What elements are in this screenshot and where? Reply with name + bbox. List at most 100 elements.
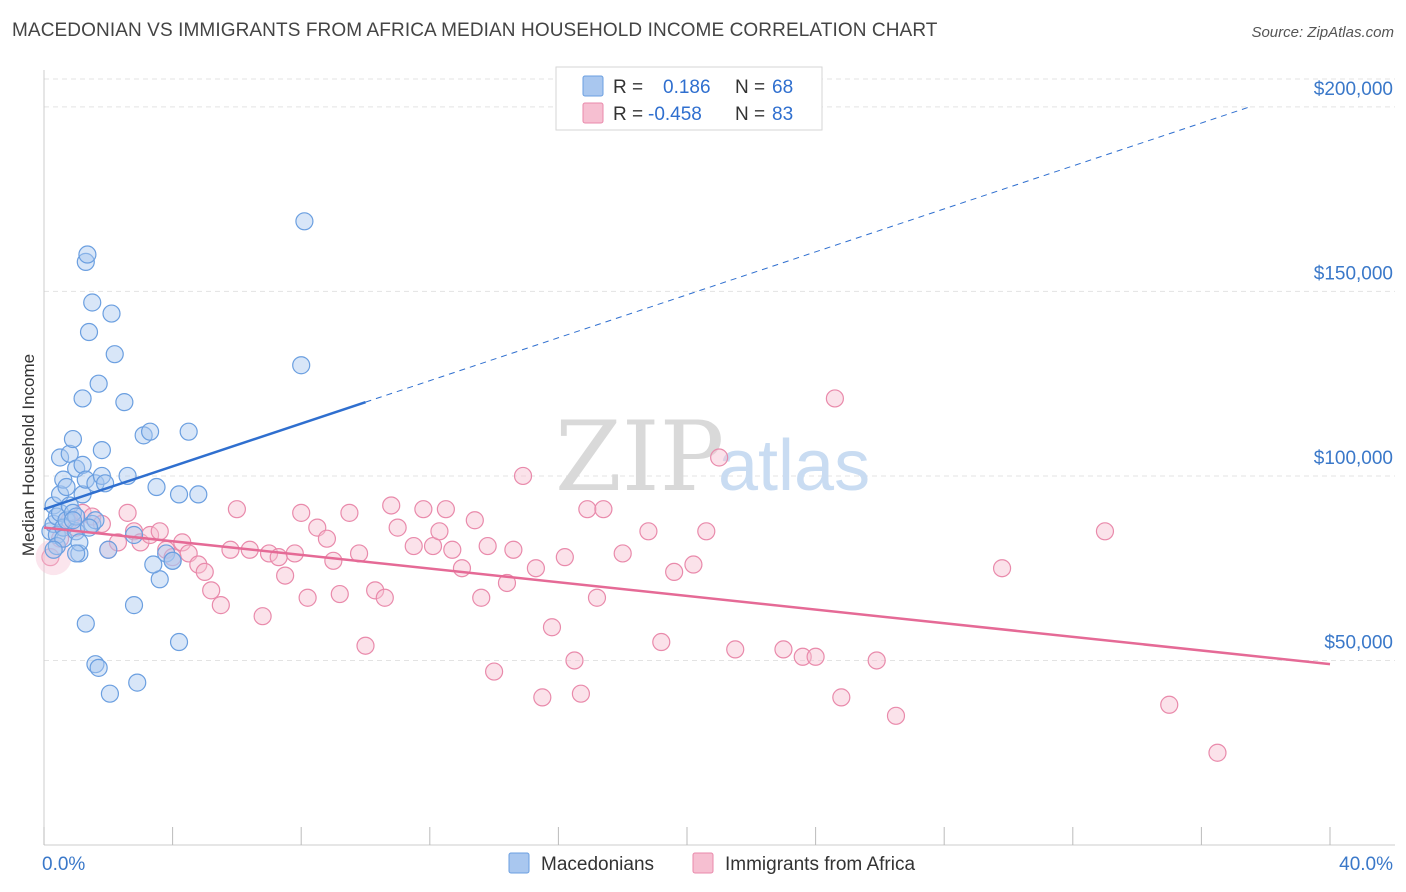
legend-swatch-blue [582, 75, 604, 97]
macedonians-point-59 [169, 632, 189, 652]
africa-point-65 [594, 500, 613, 519]
macedonians-point-35 [92, 441, 111, 460]
macedonians-point-51 [179, 422, 198, 441]
legend-n-value-pink: 83 [772, 104, 793, 125]
africa-point-46 [430, 522, 449, 541]
africa-point-71 [697, 522, 716, 541]
africa-point-40 [375, 588, 394, 607]
africa-point-23 [227, 500, 246, 519]
africa-point-58 [533, 688, 552, 707]
macedonians-point-27 [76, 252, 95, 272]
africa-point-75 [793, 647, 812, 666]
africa-point-35 [330, 584, 349, 604]
africa-point-62 [571, 684, 591, 703]
macedonians-point-40 [105, 345, 124, 364]
legend-n-value-blue: 68 [772, 77, 793, 98]
macedonians-point-52 [189, 485, 208, 504]
africa-point-9 [118, 503, 137, 522]
africa-point-80 [886, 706, 906, 725]
x-tick-max: 40.0% [1339, 854, 1393, 875]
africa-point-76 [806, 647, 825, 666]
africa-point-18 [189, 555, 208, 574]
africa-point-57 [526, 559, 545, 578]
macedonians-point-60 [144, 555, 163, 574]
macedonians-point-66 [295, 212, 314, 231]
y-tick-label-0: $50,000 [1324, 632, 1393, 653]
africa-point-31 [298, 588, 317, 607]
watermark-zip: ZIP [555, 401, 724, 513]
africa-point-36 [340, 503, 359, 522]
africa-point-33 [317, 529, 337, 548]
chart-title: MACEDONIAN VS IMMIGRANTS FROM AFRICA MED… [12, 20, 938, 41]
africa-point-77 [825, 389, 844, 408]
macedonians-point-23 [73, 389, 92, 408]
grid-lines [44, 78, 1395, 661]
africa-trend-line [43, 526, 1331, 666]
africa-point-55 [504, 540, 523, 559]
legend-swatch-pink [582, 102, 604, 124]
africa-point-72 [710, 448, 729, 467]
source-label: Source: ZipAtlas.com [1251, 24, 1394, 41]
africa-point-82 [1095, 522, 1115, 541]
macedonians-point-54 [76, 614, 95, 633]
watermark: ZIP atlas [555, 401, 870, 513]
macedonians-point-46 [147, 477, 166, 497]
legend-r-label-blue: R = [613, 77, 643, 98]
africa-point-79 [867, 651, 886, 670]
africa-point-66 [613, 544, 632, 563]
macedonians-point-43 [124, 525, 144, 545]
legend-r-value-pink: -0.458 [648, 104, 702, 125]
series-legend-swatch-macedonians [508, 852, 530, 874]
macedonians-point-30 [83, 293, 102, 312]
africa-point-44 [414, 500, 433, 519]
africa-point-47 [436, 500, 455, 519]
x-tick-min: 0.0% [42, 854, 85, 875]
africa-point-67 [639, 522, 658, 541]
legend-r-value-blue: 0.186 [663, 77, 711, 98]
legend-n-label-pink: N = [735, 104, 765, 125]
africa-point-63 [578, 500, 597, 519]
africa-point-84 [1208, 743, 1227, 762]
africa-point-20 [202, 581, 221, 600]
series-legend-label-macedonians: Macedonians [541, 854, 654, 875]
y-axis-label: Median Household Income [19, 354, 38, 556]
macedonians-point-45 [140, 422, 160, 441]
africa-point-22 [221, 540, 240, 559]
legend-r-label-pink: R = [613, 104, 643, 125]
africa-point-53 [485, 662, 504, 681]
africa-point-34 [324, 551, 343, 570]
macedonians-point-24 [73, 455, 92, 474]
africa-point-59 [542, 618, 562, 637]
macedonians-point-67 [44, 540, 63, 559]
macedonians-point-39 [102, 304, 121, 323]
pink-series-points [35, 389, 1227, 762]
y-tick-labels: $50,000 $100,000 $150,000 $200,000 [1314, 79, 1393, 654]
macedonians-point-48 [157, 544, 176, 563]
macedonians-trend-line [43, 400, 366, 511]
africa-point-cluster [35, 539, 72, 576]
africa-point-25 [253, 607, 272, 626]
macedonians-point-10 [50, 448, 70, 467]
africa-point-39 [366, 581, 385, 600]
macedonians-point-65 [292, 356, 311, 375]
africa-point-13 [150, 522, 169, 541]
y-tick-label-3: $200,000 [1314, 79, 1393, 100]
macedonians-point-12 [57, 477, 76, 497]
africa-point-78 [832, 688, 851, 707]
macedonians-point-16 [63, 429, 83, 449]
watermark-atlas: atlas [718, 426, 870, 506]
macedonians-point-50 [169, 485, 189, 504]
africa-point-21 [211, 596, 230, 615]
africa-point-28 [276, 566, 295, 585]
africa-point-42 [388, 518, 407, 537]
macedonians-point-33 [86, 511, 105, 530]
axes [43, 70, 1395, 846]
y-tick-label-1: $100,000 [1314, 448, 1393, 469]
series-legend-label-africa: Immigrants from Africa [725, 854, 915, 875]
correlation-legend: R = 0.186 N = 68 R = -0.458 N = 83 [555, 66, 823, 131]
africa-point-51 [472, 588, 491, 607]
series-legend-swatch-africa [692, 852, 714, 874]
trend-lines [43, 106, 1331, 666]
y-tick-label-2: $150,000 [1314, 263, 1393, 284]
